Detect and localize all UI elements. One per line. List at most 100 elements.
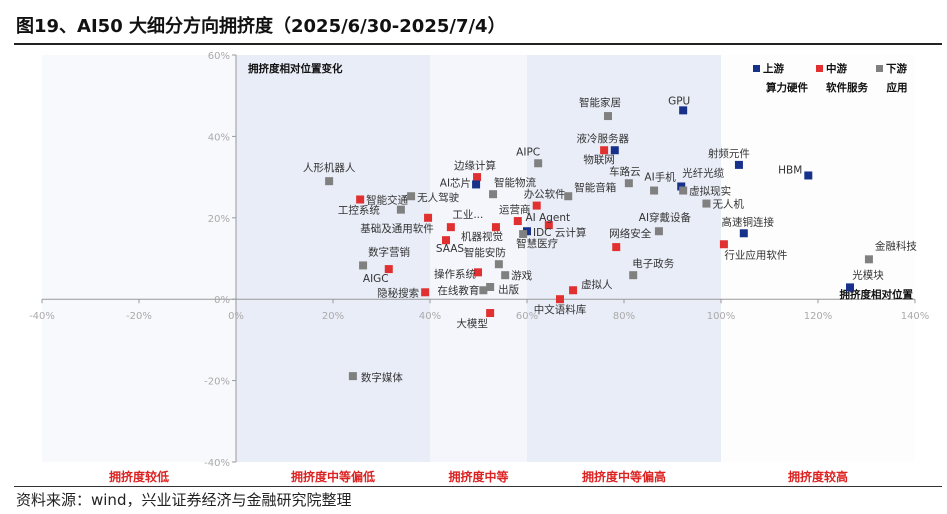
data-point xyxy=(864,255,873,264)
data-point-label: AI手机 xyxy=(644,171,676,184)
x-tick-label: 60% xyxy=(516,311,538,322)
data-point xyxy=(534,159,543,168)
zone-label: 拥挤度中等 xyxy=(448,469,508,484)
data-point-label: 工控系统 xyxy=(338,204,380,217)
x-tick-label: -40% xyxy=(29,311,55,322)
zone-label: 拥挤度中等偏低 xyxy=(291,469,375,484)
data-point xyxy=(629,271,638,280)
zone-label: 拥挤度中等偏高 xyxy=(582,469,666,484)
data-point-label: GPU xyxy=(668,95,690,107)
zone-band xyxy=(236,55,430,462)
data-point-label: 无人驾驶 xyxy=(417,191,459,204)
data-point-label: 机器视觉 xyxy=(461,230,503,243)
data-point xyxy=(654,227,663,236)
data-point xyxy=(491,223,500,232)
zone-label: 拥挤度较高 xyxy=(788,469,848,484)
data-point xyxy=(569,286,578,295)
data-point-label: HBM xyxy=(778,164,802,176)
data-point xyxy=(677,182,686,191)
data-point xyxy=(600,146,609,155)
data-point xyxy=(348,372,357,381)
corner-label-top: 拥挤度相对位置变化 xyxy=(248,62,343,75)
title-divider xyxy=(14,43,942,45)
y-tick-label: -20% xyxy=(204,377,230,388)
data-point-label: AI穿戴设备 xyxy=(639,211,692,224)
data-point xyxy=(519,230,528,239)
data-point-label: IDC 云计算 xyxy=(533,226,586,239)
data-point xyxy=(474,268,483,277)
legend-label: 下游 xyxy=(886,62,907,75)
data-point xyxy=(679,186,688,195)
data-point-label: 无人机 xyxy=(712,198,744,211)
data-point-label: 智能交通 xyxy=(366,193,408,206)
legend-sublabel: 应用 xyxy=(887,81,908,94)
data-point xyxy=(494,260,503,269)
data-point-label: AIGC xyxy=(363,273,389,285)
zone-band xyxy=(430,55,527,462)
x-tick-label: 0% xyxy=(228,311,244,322)
data-point-label: 射频元件 xyxy=(708,147,750,160)
data-point-label: 在线教育 xyxy=(437,284,479,297)
data-point xyxy=(650,186,659,195)
y-tick-label: 60% xyxy=(208,51,230,62)
data-point xyxy=(564,192,573,201)
data-point-label: 边缘计算 xyxy=(454,159,496,172)
data-point xyxy=(603,112,612,121)
y-tick-label: 20% xyxy=(208,214,230,225)
legend-sublabel: 软件服务 xyxy=(826,81,868,94)
data-point-label: 智能物流 xyxy=(494,176,536,189)
x-tick-label: 120% xyxy=(804,311,833,322)
y-tick-label: 40% xyxy=(208,132,230,143)
zone-label: 拥挤度较低 xyxy=(109,469,169,484)
data-point xyxy=(532,201,541,210)
data-point xyxy=(513,217,522,226)
x-tick-label: 80% xyxy=(613,311,635,322)
data-point-label: AI芯片 xyxy=(440,176,471,189)
source-note: 资料来源：wind，兴业证券经济与金融研究院整理 xyxy=(16,491,352,509)
data-point xyxy=(739,229,748,238)
data-point-label: 智能安防 xyxy=(464,246,506,259)
data-point-label: 虚拟人 xyxy=(581,278,613,291)
corner-label-right: 拥挤度相对位置 xyxy=(840,288,914,301)
data-point-label: 运营商 xyxy=(499,203,531,216)
zone-band xyxy=(721,55,915,462)
y-tick-label: 0% xyxy=(214,295,230,306)
legend-label: 上游 xyxy=(763,62,784,75)
data-point xyxy=(846,283,855,292)
zone-band xyxy=(527,55,721,462)
data-point xyxy=(719,240,728,249)
data-point-label: 中文语料库 xyxy=(534,303,587,316)
data-point xyxy=(702,199,711,208)
data-point-label: 办公软件 xyxy=(524,188,566,201)
x-tick-label: 40% xyxy=(419,311,441,322)
source-divider xyxy=(14,486,942,487)
data-point-label: 出版 xyxy=(498,283,519,296)
data-point-label: 智能音箱 xyxy=(574,181,616,194)
data-point xyxy=(501,271,510,280)
data-point-label: AIPC xyxy=(516,146,540,158)
data-point-label: 操作系统 xyxy=(434,267,476,280)
data-point xyxy=(479,286,488,295)
x-tick-label: 140% xyxy=(901,311,930,322)
data-point-label: 光模块 xyxy=(852,268,884,281)
data-point-label: 智慧医疗 xyxy=(516,237,558,250)
data-point-label: 车路云 xyxy=(609,165,641,178)
data-point xyxy=(489,190,498,199)
data-point xyxy=(325,177,334,186)
data-point xyxy=(555,295,564,304)
y-tick-label: -40% xyxy=(204,458,230,469)
legend-sublabel: 算力硬件 xyxy=(766,81,808,94)
data-point xyxy=(473,173,482,182)
data-point xyxy=(407,192,416,201)
data-point-label: 虚拟现实 xyxy=(689,185,731,198)
data-point xyxy=(610,146,619,155)
data-point xyxy=(472,180,481,189)
legend-swatch xyxy=(753,65,760,72)
data-point-label: 物联网 xyxy=(583,153,615,166)
data-point xyxy=(384,265,393,274)
data-point xyxy=(612,243,621,252)
data-point xyxy=(359,261,368,270)
data-point-label: 液冷服务器 xyxy=(577,132,630,145)
data-point xyxy=(679,106,688,115)
